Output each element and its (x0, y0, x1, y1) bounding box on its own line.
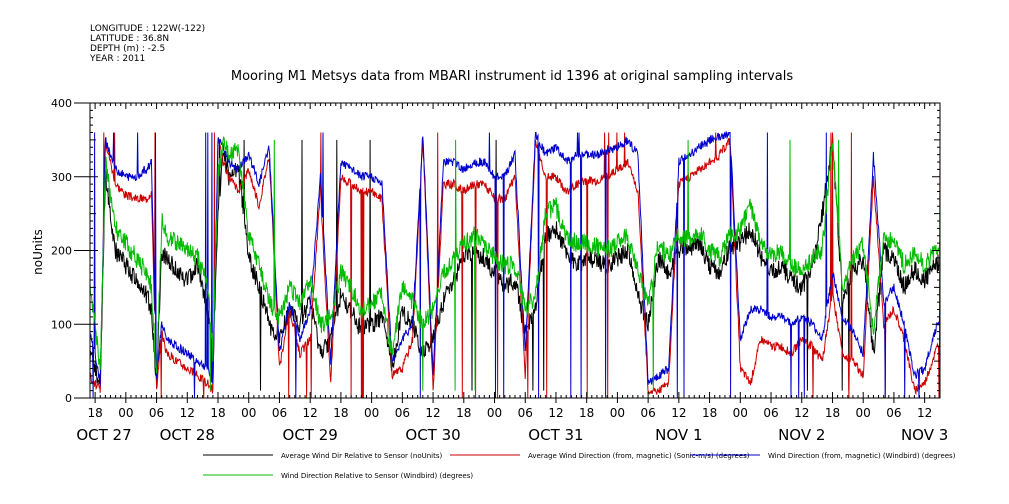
x-tick-label: 06 (518, 406, 533, 420)
x-day-label: OCT 27 (76, 426, 131, 444)
header-info-line: DEPTH (m) : -2.5 (90, 44, 165, 54)
x-tick-label: 06 (763, 406, 778, 420)
x-tick-label: 00 (364, 406, 379, 420)
legend-label: Wind Direction (from, magnetic) (Windbir… (768, 452, 956, 460)
x-tick-label: 18 (702, 406, 717, 420)
x-tick-label: 00 (118, 406, 133, 420)
legend-label: Average Wind Direction (from, magnetic) … (528, 452, 750, 460)
x-tick-label: 18 (456, 406, 471, 420)
y-tick-label: 200 (51, 245, 72, 258)
x-day-label: OCT 30 (405, 426, 460, 444)
x-tick-label: 12 (671, 406, 686, 420)
x-tick-label: 18 (579, 406, 594, 420)
y-tick-label: 100 (51, 318, 72, 331)
header-info-line: LONGITUDE : 122W(-122) (90, 24, 205, 34)
x-tick-label: 06 (395, 406, 410, 420)
x-tick-label: 12 (794, 406, 809, 420)
x-tick-label: 00 (487, 406, 502, 420)
x-day-label: NOV 2 (778, 426, 825, 444)
x-tick-label: 06 (886, 406, 901, 420)
series-line (89, 132, 941, 391)
x-tick-label: 00 (610, 406, 625, 420)
series-line (89, 136, 941, 391)
x-tick-label: 00 (856, 406, 871, 420)
x-tick-label: 18 (825, 406, 840, 420)
x-tick-label: 12 (180, 406, 195, 420)
x-tick-label: 00 (241, 406, 256, 420)
x-day-label: OCT 28 (160, 426, 215, 444)
x-day-label: NOV 1 (655, 426, 702, 444)
legend-label: Wind Direction Relative to Sensor (Windb… (281, 472, 473, 480)
x-tick-label: 06 (272, 406, 287, 420)
header-info-line: LATITUDE : 36.8N (90, 34, 169, 44)
x-day-label: OCT 31 (528, 426, 583, 444)
x-tick-label: 18 (87, 406, 102, 420)
x-tick-label: 06 (640, 406, 655, 420)
x-tick-label: 12 (303, 406, 318, 420)
legend-label: Average Wind Dir Relative to Sensor (noU… (281, 452, 442, 460)
x-tick-label: 06 (149, 406, 164, 420)
x-tick-label: 12 (917, 406, 932, 420)
y-axis: 0 100 200 300 400 (51, 97, 940, 405)
x-tick-label: 12 (548, 406, 563, 420)
y-tick-label: 300 (51, 171, 72, 184)
x-day-label: NOV 3 (901, 426, 948, 444)
chart-title: Mooring M1 Metsys data from MBARI instru… (231, 69, 793, 84)
header-info-line: YEAR : 2011 (89, 54, 145, 64)
series-layer (89, 130, 941, 399)
y-axis-label: noUnits (31, 229, 45, 275)
x-tick-label: 12 (425, 406, 440, 420)
y-tick-label: 400 (51, 97, 72, 110)
legend: Average Wind Dir Relative to Sensor (noU… (203, 452, 956, 480)
x-day-label: OCT 29 (283, 426, 338, 444)
x-tick-label: 00 (733, 406, 748, 420)
y-tick-label: 0 (65, 392, 72, 405)
x-axis: 18 00 06 12 18 00 06 12 18 00 06 12 18 00 06 12 18 00 06 12… (76, 103, 948, 444)
x-tick-label: 18 (333, 406, 348, 420)
x-tick-label: 18 (210, 406, 225, 420)
header-info: LONGITUDE : 122W(-122)LATITUDE : 36.8NDE… (89, 24, 205, 64)
